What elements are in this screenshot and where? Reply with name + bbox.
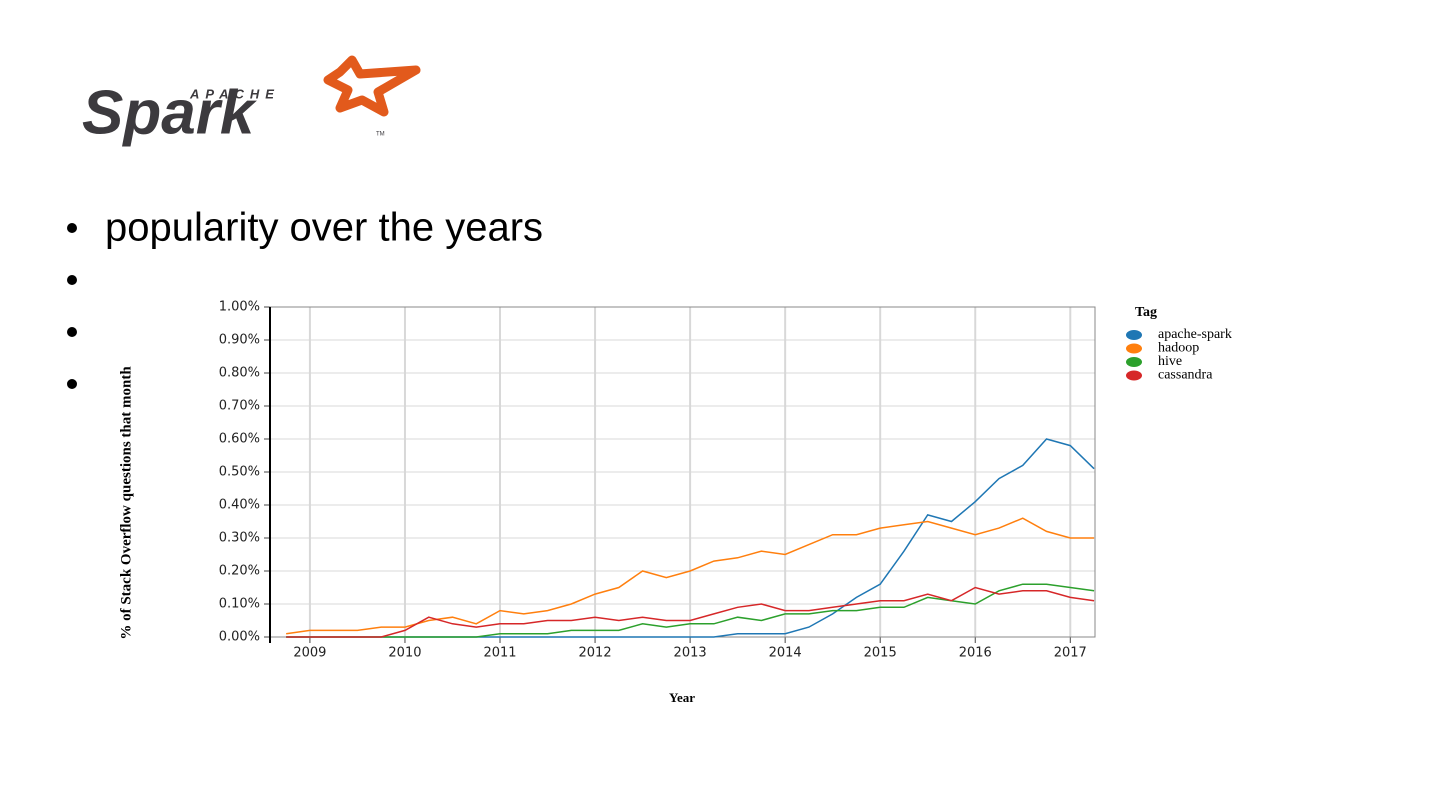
legend-swatch xyxy=(1126,357,1142,367)
y-tick-label: 0.80% xyxy=(219,366,260,381)
x-tick-label: 2011 xyxy=(483,646,516,661)
x-tick-label: 2010 xyxy=(388,646,421,661)
y-tick-label: 0.00% xyxy=(219,630,260,645)
y-tick-label: 0.20% xyxy=(219,564,260,579)
x-tick-label: 2016 xyxy=(959,646,992,661)
legend-label: cassandra xyxy=(1158,368,1213,383)
legend-swatch xyxy=(1126,343,1142,354)
bullet-dot xyxy=(67,379,77,389)
legend-swatch xyxy=(1126,330,1142,340)
series-line xyxy=(286,517,1095,635)
x-tick-label: 2015 xyxy=(864,646,897,661)
y-tick-label: 1.00% xyxy=(219,300,260,315)
bullet-dot xyxy=(67,327,77,337)
x-tick-label: 2014 xyxy=(769,646,802,661)
y-tick-label: 0.50% xyxy=(219,465,260,480)
x-axis-label: Year xyxy=(669,690,695,705)
logo-word: Spark xyxy=(82,78,258,147)
y-tick-label: 0.40% xyxy=(219,498,260,513)
x-tick-label: 2013 xyxy=(674,646,707,661)
x-tick-label: 2009 xyxy=(293,646,326,661)
bullet-dot xyxy=(67,275,77,285)
y-tick-label: 0.10% xyxy=(219,597,260,612)
y-tick-label: 0.90% xyxy=(219,333,260,348)
legend-label: hadoop xyxy=(1158,341,1199,356)
series-line xyxy=(286,583,1095,638)
y-tick-label: 0.30% xyxy=(219,531,260,546)
x-tick-label: 2012 xyxy=(579,646,612,661)
legend-label: hive xyxy=(1158,354,1182,369)
legend-label: apache-spark xyxy=(1158,327,1232,342)
legend-title: Tag xyxy=(1135,305,1157,320)
y-tick-label: 0.70% xyxy=(219,399,260,414)
x-tick-label: 2017 xyxy=(1054,646,1087,661)
y-tick-label: 0.60% xyxy=(219,432,260,447)
bullet-text: popularity over the years xyxy=(105,206,543,250)
y-axis-label: % of Stack Overflow questions that month xyxy=(118,366,134,640)
legend-swatch xyxy=(1126,370,1142,381)
bullet-dot xyxy=(67,223,77,233)
logo-star xyxy=(323,55,421,117)
logo-top: APACHE xyxy=(189,86,280,101)
series-line xyxy=(286,586,1095,638)
logo-mark: TM xyxy=(376,132,385,138)
